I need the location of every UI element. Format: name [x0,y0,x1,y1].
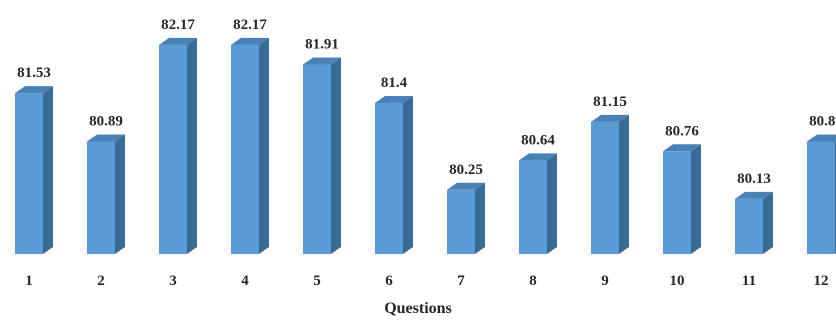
bar-side [763,191,773,254]
value-label: 81.4 [381,75,408,91]
bar-top [663,144,701,152]
bar-12 [807,134,836,254]
x-axis-label: Questions [384,300,452,317]
bar-side [331,57,341,255]
bar-6 [375,95,413,254]
value-label: 80.76 [665,123,699,139]
x-tick-label: 12 [814,273,829,289]
bar-top [519,153,557,161]
bar-front [15,93,43,254]
x-tick-label: 4 [241,273,249,289]
bar-top [303,57,341,65]
bar-front [159,44,187,254]
value-label: 80.89 [89,113,123,129]
bar-front [231,44,259,254]
bar-side [259,37,269,254]
x-tick-label: 7 [457,273,465,289]
bar-top [591,114,629,122]
bar-5 [303,57,341,255]
value-label: 80.25 [449,162,483,178]
bar-front [663,151,691,254]
bar-side [691,144,701,254]
bar-top [15,86,53,94]
bar-side [43,86,53,254]
x-tick-label: 8 [529,273,537,289]
bar-front [303,64,331,254]
bar-front [807,141,835,254]
x-tick-labels-group: 1 2 3 4 5 6 7 8 9 10 11 12 [25,273,828,289]
bar-2 [87,134,125,254]
bar-top [231,37,269,45]
bar-front [87,141,115,254]
value-label: 81.53 [17,65,51,81]
x-tick-label: 2 [97,273,105,289]
bar-side [187,37,197,254]
x-tick-label: 5 [313,273,321,289]
bar-front [519,160,547,254]
bar-top [375,95,413,103]
bar-front [447,189,475,254]
bar-front [735,198,763,254]
value-label: 81.15 [593,94,627,110]
value-label: 82.17 [161,17,195,33]
bar-front [375,102,403,254]
bar-top [87,134,125,142]
bar-8 [519,153,557,254]
bar-side [115,134,125,254]
bar-side [547,153,557,254]
bar-1 [15,86,53,254]
bars-group [15,37,836,255]
bar-4 [231,37,269,254]
bar-side [475,182,485,254]
x-tick-label: 6 [385,273,393,289]
bar-side [619,114,629,255]
value-label: 81.91 [305,36,339,52]
value-label: 80.64 [521,132,555,148]
bar-10 [663,144,701,254]
bar-11 [735,191,773,254]
x-tick-label: 1 [25,273,33,289]
x-tick-label: 11 [742,273,756,289]
bar-7 [447,182,485,254]
value-labels-group: 81.53 80.89 82.17 82.17 81.91 81.4 80.25 80.64 8… [17,17,836,187]
value-label: 80.89 [809,113,836,129]
value-label: 80.13 [737,171,771,187]
x-tick-label: 10 [670,273,685,289]
bar-3 [159,37,197,254]
x-tick-label: 3 [169,273,177,289]
bar-side [403,95,413,254]
bar-front [591,121,619,255]
bar-top [159,37,197,45]
x-tick-label: 9 [601,273,609,289]
bar-top [447,182,485,190]
bar-9 [591,114,629,255]
bar-top [807,134,836,142]
value-label: 82.17 [233,17,267,33]
bar-top [735,191,773,199]
